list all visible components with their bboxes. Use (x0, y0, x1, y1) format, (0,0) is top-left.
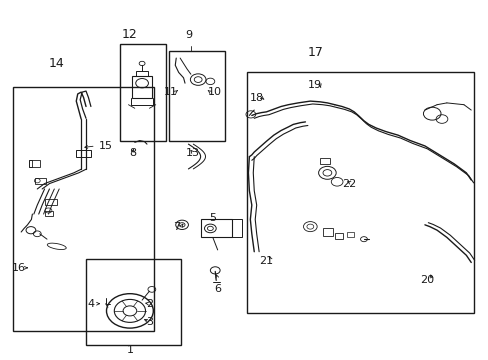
Text: 4: 4 (87, 299, 94, 309)
Bar (334, 233, 342, 239)
Bar (86, 259, 181, 345)
Text: 16: 16 (12, 263, 26, 273)
Text: 3: 3 (145, 317, 153, 327)
Bar (320, 158, 329, 164)
Bar (44, 199, 57, 205)
Text: 5: 5 (209, 213, 216, 222)
Text: 8: 8 (128, 148, 136, 158)
Bar (13, 87, 154, 330)
Bar (200, 220, 232, 237)
Text: 11: 11 (163, 87, 177, 97)
Bar (136, 71, 148, 76)
Bar (132, 76, 152, 98)
Bar (246, 72, 473, 313)
Text: 7: 7 (172, 222, 180, 231)
Text: 22: 22 (342, 179, 356, 189)
Text: 19: 19 (307, 80, 322, 90)
Text: 14: 14 (49, 57, 64, 70)
Text: 20: 20 (419, 275, 433, 285)
Text: 10: 10 (208, 87, 222, 97)
Text: 17: 17 (306, 46, 323, 59)
Text: 12: 12 (122, 28, 138, 41)
Text: 18: 18 (249, 93, 263, 103)
Bar (35, 178, 45, 184)
Text: 13: 13 (186, 148, 200, 158)
Text: 6: 6 (214, 284, 221, 294)
Text: 21: 21 (259, 256, 273, 266)
Bar (76, 150, 91, 157)
Text: 9: 9 (184, 30, 192, 40)
Text: 2: 2 (145, 299, 153, 309)
Bar (232, 220, 242, 237)
Bar (346, 231, 353, 237)
Bar (32, 160, 40, 167)
Text: 15: 15 (98, 141, 112, 151)
Bar (44, 211, 53, 216)
Text: 1: 1 (126, 345, 133, 355)
Bar (120, 44, 166, 140)
Bar (322, 228, 332, 235)
Bar (168, 51, 224, 140)
